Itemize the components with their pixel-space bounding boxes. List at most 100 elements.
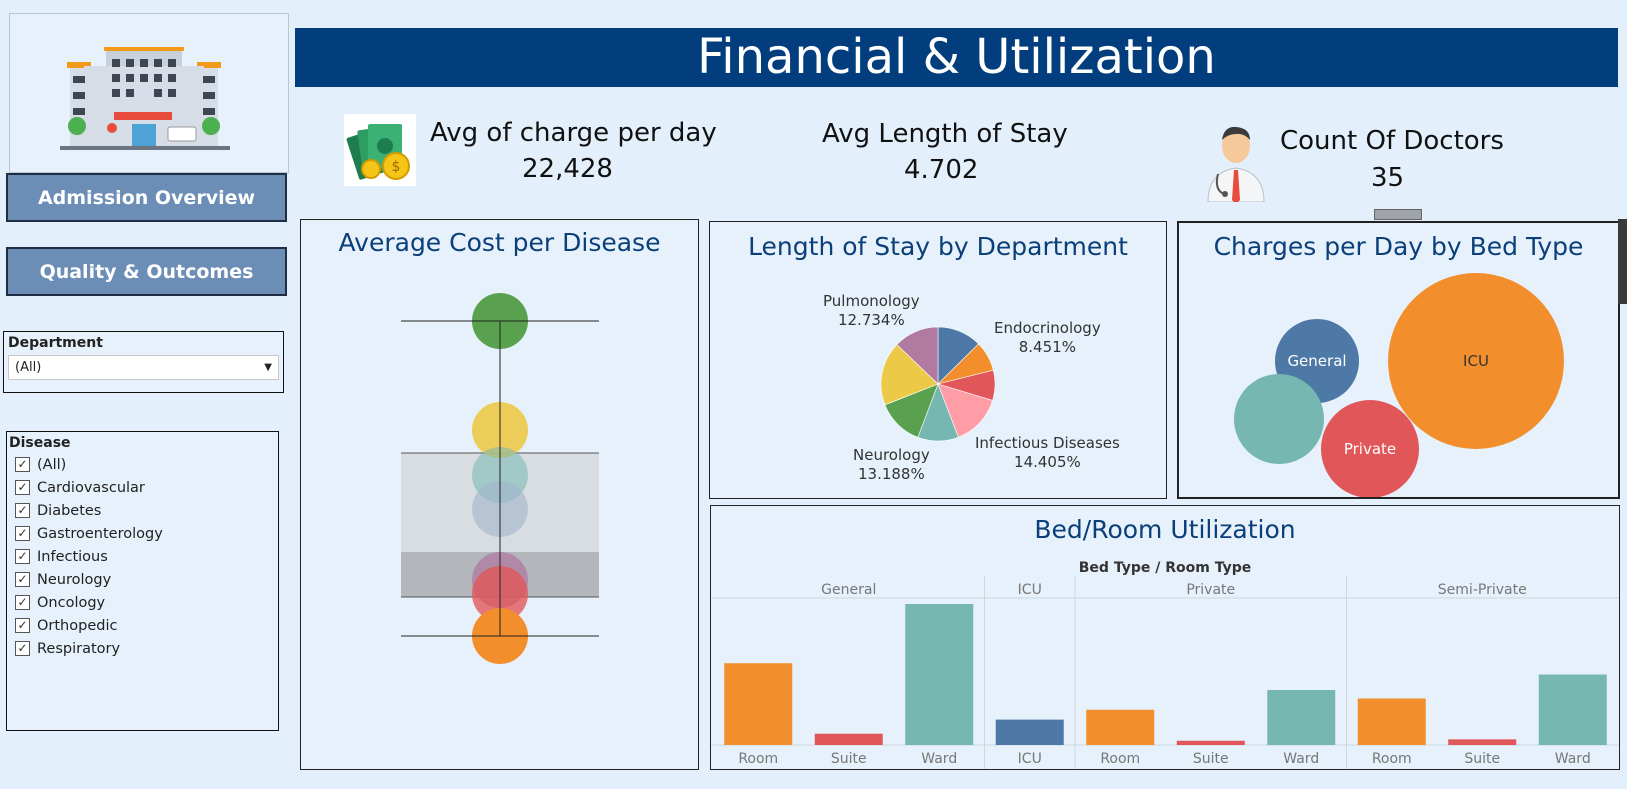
hospital-building-icon [60,47,230,150]
bed-room-utilization-title: Bed/Room Utilization [1034,515,1296,544]
utilization-bar[interactable] [1267,690,1336,745]
department-filter: Department (All) ▼ [3,331,284,393]
bar-label: Ward [921,751,957,767]
utilization-bar[interactable] [1176,740,1245,745]
pie-label-pulmonology: Pulmonology 12.734% [823,292,920,330]
utilization-bar[interactable] [1448,739,1517,745]
avg-cost-disease-panel: Average Cost per Disease [300,219,699,770]
pie-label-neurology-pct: 13.188% [857,465,925,483]
disease-option[interactable]: ✓ Gastroenterology [9,522,276,545]
checkbox-checked-icon[interactable]: ✓ [15,480,30,495]
utilization-bar[interactable] [814,733,883,745]
pie-label-infectious-pct: 14.405% [1014,453,1081,471]
pie-label-neurology: Neurology 13.188% [853,446,930,484]
doctor-icon [1207,126,1265,202]
disease-option-label: Respiratory [37,640,121,657]
bed-type-bubble-label: ICU [1463,352,1489,370]
side-toolbar[interactable] [1618,219,1627,304]
hospital-logo [9,13,289,173]
bar-label: Room [1100,751,1140,767]
disease-filter-label: Disease [9,435,71,451]
disease-option[interactable]: ✓ Infectious [9,545,276,568]
group-label: General [821,582,876,598]
bed-type-bubble[interactable] [1234,374,1324,464]
bed-room-bar-chart: General Room Suite Ward ICU ICU Private Room Sui… [711,576,1619,769]
disease-option[interactable]: ✓ Oncology [9,591,276,614]
charges-bubble-chart: ICU General Private [1234,273,1564,497]
disease-option-label: (All) [37,456,67,473]
pie-slice[interactable] [937,383,993,438]
bar-label: ICU [1018,751,1042,767]
group-label: Private [1186,582,1235,598]
charges-bed-type-title: Charges per Day by Bed Type [1213,232,1584,261]
doctor-count-label: Count Of Doctors [1280,126,1504,156]
doctor-count-value: 35 [1371,163,1405,193]
checkbox-checked-icon[interactable]: ✓ [15,457,30,472]
group-label: Semi-Private [1438,582,1527,598]
checkbox-checked-icon[interactable]: ✓ [15,549,30,564]
quality-outcomes-button[interactable]: Quality & Outcomes [6,247,287,296]
bed-type-bubble[interactable] [1388,273,1564,449]
checkbox-checked-icon[interactable]: ✓ [15,641,30,656]
disease-filter: Disease ✓ (All) ✓ Cardiovascular ✓ Diabetes ✓ G… [6,431,279,731]
disease-option[interactable]: ✓ Respiratory [9,637,276,660]
money-icon: $ [344,114,416,186]
disease-option-label: Infectious [37,548,108,565]
pie-label-endocrinology-name: Endocrinology [994,319,1101,337]
drag-handle[interactable] [1374,209,1422,220]
disease-option-label: Neurology [37,571,112,588]
avg-cost-disease-title: Average Cost per Disease [338,228,661,257]
disease-option-label: Cardiovascular [37,479,145,496]
utilization-bar[interactable] [724,663,793,745]
pie-label-infectious: Infectious Diseases 14.405% [975,434,1120,472]
bar-label: Suite [1193,751,1229,767]
disease-option-label: Oncology [37,594,106,611]
bar-label: Ward [1283,751,1319,767]
checkbox-checked-icon[interactable]: ✓ [15,618,30,633]
checkbox-checked-icon[interactable]: ✓ [15,595,30,610]
avg-charge-label: Avg of charge per day [430,118,717,148]
charges-bed-type-panel: Charges per Day by Bed Type ICU General Pr… [1177,221,1620,499]
utilization-bar[interactable] [1538,674,1607,746]
disease-option[interactable]: ✓ (All) [9,453,276,476]
utilization-bar[interactable] [905,604,974,745]
length-of-stay-panel: Length of Stay by Department Pulmonology… [709,221,1167,499]
utilization-bar[interactable] [1086,709,1155,745]
bar-label: Room [738,751,778,767]
department-dropdown-value: (All) [15,360,42,375]
pie-slice[interactable] [880,344,939,406]
pie-label-neurology-name: Neurology [853,446,930,464]
bed-room-utilization-panel: Bed/Room Utilization Bed Type / Room Typ… [710,505,1620,770]
disease-option-label: Gastroenterology [37,525,163,542]
department-dropdown[interactable]: (All) ▼ [8,355,279,380]
disease-option[interactable]: ✓ Cardiovascular [9,476,276,499]
group-label: ICU [1018,582,1042,598]
pie-label-pulmonology-name: Pulmonology [823,292,920,310]
length-of-stay-pie [880,326,996,442]
checkbox-checked-icon[interactable]: ✓ [15,572,30,587]
pie-slice[interactable] [896,326,939,385]
bar-label: Suite [1464,751,1500,767]
avg-stay-value: 4.702 [904,155,979,185]
bed-room-axis-title: Bed Type / Room Type [1078,560,1252,576]
admission-overview-button[interactable]: Admission Overview [6,173,287,222]
length-of-stay-title: Length of Stay by Department [748,232,1128,261]
checkbox-checked-icon[interactable]: ✓ [15,526,30,541]
bar-label: Suite [831,751,867,767]
pie-label-pulmonology-pct: 12.734% [837,311,905,329]
chevron-down-icon: ▼ [264,362,272,373]
disease-option[interactable]: ✓ Orthopedic [9,614,276,637]
checkbox-checked-icon[interactable]: ✓ [15,503,30,518]
utilization-bar[interactable] [1357,698,1426,745]
disease-option[interactable]: ✓ Neurology [9,568,276,591]
disease-option[interactable]: ✓ Diabetes [9,499,276,522]
page-title: Financial & Utilization [295,28,1618,87]
bed-type-bubble[interactable] [1321,400,1419,497]
svg-text:$: $ [392,159,401,175]
utilization-bar[interactable] [995,719,1064,745]
pie-label-endocrinology-pct: 8.451% [1018,338,1076,356]
pie-label-infectious-name: Infectious Diseases [975,434,1120,452]
bar-label: Room [1372,751,1412,767]
disease-option-label: Diabetes [37,502,102,519]
avg-stay-label: Avg Length of Stay [822,119,1068,149]
